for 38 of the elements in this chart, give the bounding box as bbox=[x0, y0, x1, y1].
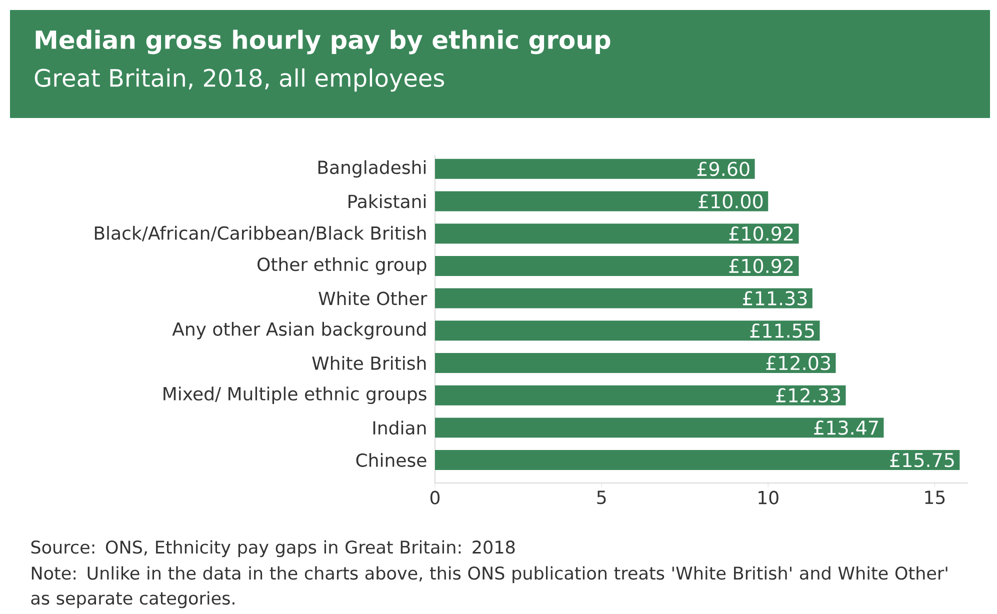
y-tick-label: Bangladeshi bbox=[318, 160, 426, 178]
bar bbox=[435, 224, 799, 244]
bar bbox=[435, 352, 836, 373]
y-tick-label: Any other Asian background bbox=[172, 322, 426, 340]
data-label: £11.33 bbox=[742, 291, 807, 306]
data-label: £10.00 bbox=[698, 194, 763, 208]
y-tick-label: White British bbox=[312, 356, 426, 370]
y-tick-label: Other ethnic group bbox=[258, 257, 426, 275]
data-label: £15.75 bbox=[890, 452, 954, 468]
x-tick-label: 10 bbox=[758, 490, 778, 504]
y-tick-label: Indian bbox=[373, 420, 426, 435]
x-tick-label: 5 bbox=[597, 490, 606, 504]
bar bbox=[435, 256, 799, 276]
bar bbox=[435, 385, 846, 406]
bar bbox=[435, 450, 960, 470]
y-tick-label: Pakistani bbox=[348, 194, 426, 208]
source-note: Source: ONS, Ethnicity pay gaps in Great Britain: 2018 bbox=[31, 540, 515, 558]
x-tick-label: 0 bbox=[430, 490, 440, 504]
y-tick-label: Chinese bbox=[356, 453, 426, 467]
x-tick-label: 15 bbox=[925, 490, 945, 504]
y-tick-label: Black/African/Caribbean/Black British bbox=[94, 226, 426, 242]
data-label: £12.33 bbox=[776, 388, 840, 403]
data-label: £9.60 bbox=[697, 162, 750, 176]
y-tick-label: Mixed/ Multiple ethnic groups bbox=[164, 386, 426, 404]
data-label: £11.55 bbox=[750, 323, 814, 338]
data-label: £12.03 bbox=[766, 356, 830, 370]
chart-title: Median gross hourly pay by ethnic group bbox=[36, 30, 610, 54]
y-tick-label: White Other bbox=[318, 291, 428, 306]
bar bbox=[435, 288, 812, 308]
data-label: £10.92 bbox=[729, 258, 793, 274]
bar bbox=[435, 158, 755, 179]
text: Note: Unlike in the data in the charts above, this ONS publication treats 'White British' and White Other' as separate categories. bbox=[31, 566, 948, 608]
bar bbox=[435, 418, 884, 438]
text: Great Britain, 2018, all employees bbox=[34, 68, 444, 92]
bar bbox=[435, 191, 768, 212]
bar bbox=[435, 320, 820, 341]
data-label: £13.47 bbox=[814, 420, 878, 435]
data-label: £10.92 bbox=[729, 226, 793, 241]
